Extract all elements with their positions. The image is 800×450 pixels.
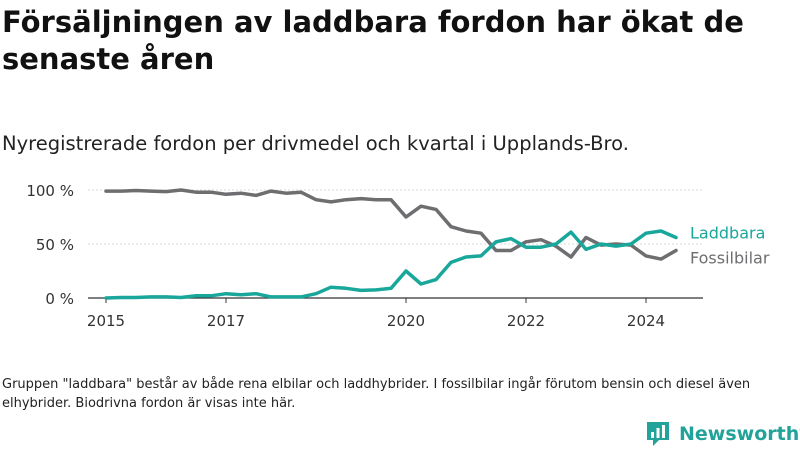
x-tick-label: 2022 bbox=[507, 312, 545, 330]
chart-footnote: Gruppen "laddbara" består av både rena e… bbox=[2, 377, 751, 411]
x-tick-label: 2015 bbox=[87, 312, 125, 330]
chart-title: Försäljningen av laddbara fordon har öka… bbox=[2, 5, 744, 76]
legend-label-fossilbilar: Fossilbilar bbox=[690, 248, 770, 267]
legend-label-laddbara: Laddbara bbox=[690, 224, 765, 243]
line-chart: 0 % 50 % 100 % 2015 2017 2020 2022 2024 Laddbara… bbox=[26, 182, 770, 330]
newsworthy-logo-icon bbox=[647, 422, 669, 446]
brand-logo: Newsworthy bbox=[645, 420, 800, 448]
brand-name: Newsworthy bbox=[679, 423, 800, 445]
y-tick-label: 100 % bbox=[26, 182, 74, 200]
y-tick-label: 50 % bbox=[36, 236, 74, 254]
x-tick-label: 2017 bbox=[207, 312, 245, 330]
series-line-laddbara bbox=[104, 229, 678, 300]
x-tick-label: 2024 bbox=[627, 312, 665, 330]
y-tick-label: 0 % bbox=[45, 290, 74, 308]
chart-subtitle: Nyregistrerade fordon per drivmedel och … bbox=[2, 132, 629, 155]
x-tick-label: 2020 bbox=[387, 312, 425, 330]
